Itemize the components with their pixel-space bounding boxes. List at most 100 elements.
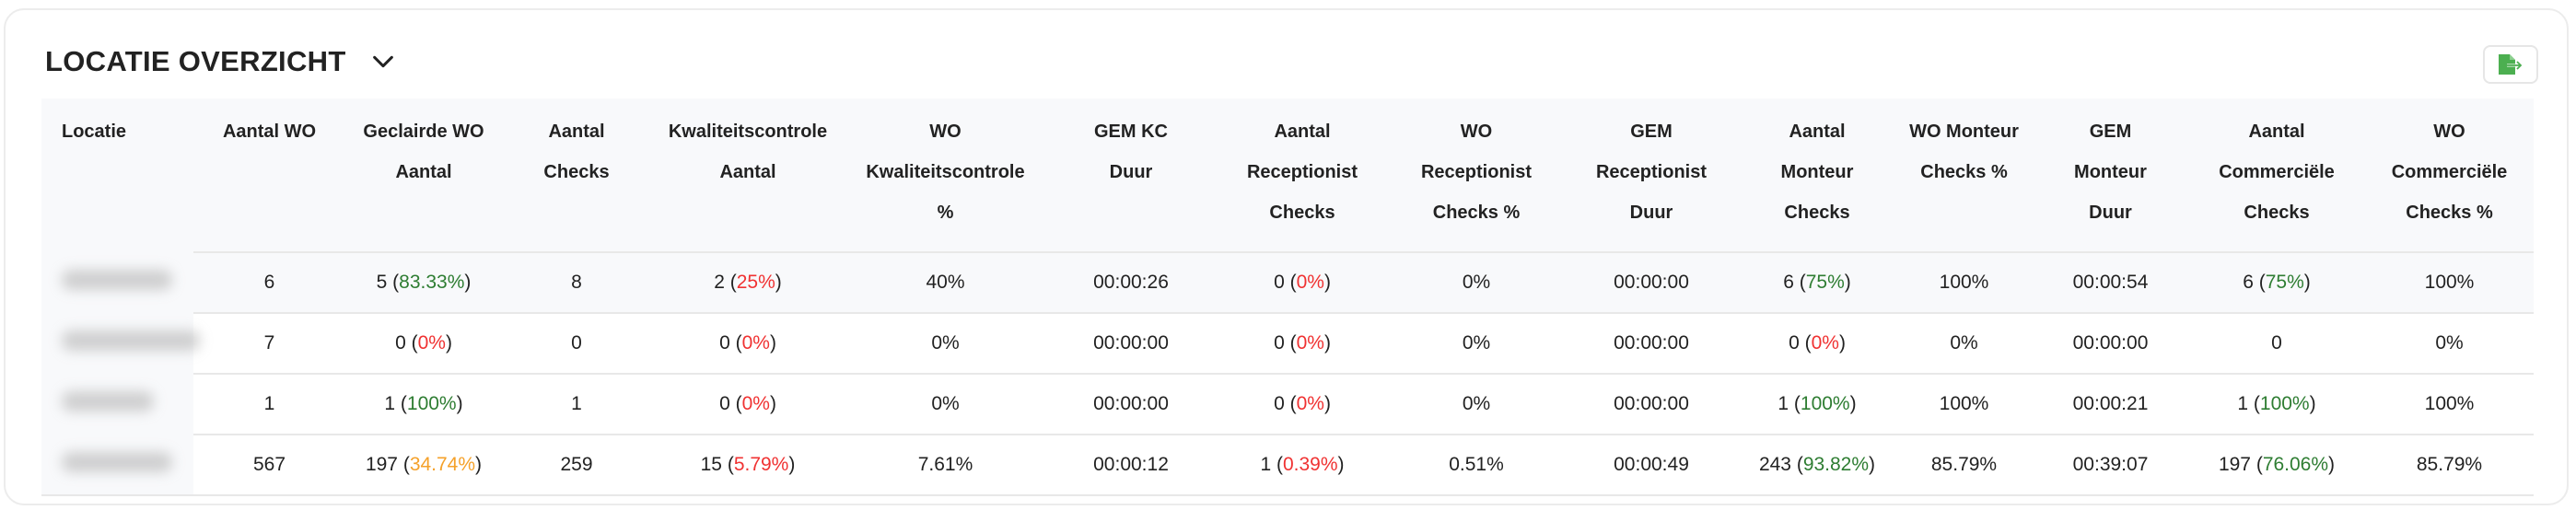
table-cell: 40% xyxy=(845,251,1046,313)
cell-percentage: 5.79% xyxy=(733,454,789,475)
column-header-line: Aantal xyxy=(548,122,605,142)
column-header-line: WO Monteur xyxy=(1909,122,2019,142)
column-header-line: WO xyxy=(1460,122,1493,142)
cell-value: 0 xyxy=(2271,332,2282,354)
column-header[interactable]: Aantal WO xyxy=(193,99,345,252)
chevron-down-icon[interactable] xyxy=(370,49,396,75)
cell-value: 0 xyxy=(395,332,406,354)
cell-value: 00:00:00 xyxy=(1614,272,1689,293)
cell-value: 100% xyxy=(2424,272,2475,293)
table-cell: 0 (0%) xyxy=(1216,251,1389,313)
table-cell: 0 (0%) xyxy=(651,373,845,435)
column-header[interactable]: WO Monteur Checks % xyxy=(1895,99,2033,252)
cell-value: 567 xyxy=(252,454,286,475)
column-header[interactable]: Aantal Receptionist Checks xyxy=(1216,99,1389,252)
export-button[interactable] xyxy=(2483,45,2538,84)
cell-value: 7 xyxy=(263,332,275,354)
cell-value: 00:00:00 xyxy=(1614,332,1689,354)
column-header[interactable]: Kwaliteitscontrole Aantal xyxy=(651,99,845,252)
cell-value: 0 xyxy=(1274,272,1285,293)
cell-value: 00:00:00 xyxy=(2072,332,2149,354)
column-header[interactable]: Aantal Checks xyxy=(502,99,651,252)
table-cell: 0 (0%) xyxy=(1216,373,1389,435)
cell-value: 85.79% xyxy=(1930,454,1998,475)
column-header-line: Duur xyxy=(1629,203,1673,223)
cell-value: 00:00:26 xyxy=(1093,272,1169,293)
cell-value: 00:00:54 xyxy=(2072,272,2149,293)
column-header[interactable]: GEM Monteur Duur xyxy=(2033,99,2188,252)
table-cell: 6 xyxy=(193,251,345,313)
column-header-line: Aantal xyxy=(395,162,452,182)
cell-value: 0% xyxy=(931,393,960,414)
location-cell xyxy=(41,374,193,435)
table-cell: 5 (83.33%) xyxy=(345,251,502,313)
column-header[interactable]: GEM KC Duur xyxy=(1046,99,1216,252)
cell-percentage: 0% xyxy=(1296,272,1324,293)
cell-percentage: 0% xyxy=(417,332,446,354)
cell-percentage: 75% xyxy=(2265,272,2304,293)
cell-value: 15 xyxy=(700,454,722,475)
column-header-line: Aantal xyxy=(719,162,776,182)
cell-value: 6 xyxy=(1783,272,1794,293)
column-header-line: Commerciële xyxy=(2391,162,2508,182)
location-cell xyxy=(41,313,200,374)
column-header-line: Commerciële xyxy=(2219,162,2335,182)
cell-value: 197 xyxy=(365,454,398,475)
cell-percentage: 0% xyxy=(1296,332,1324,354)
redacted-location-name xyxy=(62,270,172,290)
table-cell: 00:00:00 xyxy=(1564,251,1739,313)
table-cell: 0 xyxy=(2188,312,2365,374)
location-cell xyxy=(41,435,193,496)
table-cell: 8 xyxy=(502,251,651,313)
table-cell: 6 (75%) xyxy=(2188,251,2365,313)
cell-value: 1 xyxy=(2237,393,2249,414)
column-header-line: WO xyxy=(929,122,962,142)
table-cell: 0% xyxy=(1389,312,1564,374)
location-cell xyxy=(41,252,193,313)
column-header[interactable]: Locatie xyxy=(41,99,193,252)
table-cell: 00:00:26 xyxy=(1046,251,1216,313)
cell-value: 00:00:00 xyxy=(1093,393,1169,414)
table-cell: 1 (0.39%) xyxy=(1216,434,1389,496)
column-header[interactable]: Geclairde WO Aantal xyxy=(345,99,502,252)
cell-percentage: 0% xyxy=(741,393,770,414)
cell-value: 5 xyxy=(376,272,388,293)
table-cell: 0% xyxy=(845,312,1046,374)
cell-percentage: 100% xyxy=(1800,393,1850,414)
column-header[interactable]: GEM Receptionist Duur xyxy=(1564,99,1739,252)
column-header-line: Receptionist xyxy=(1420,162,1533,182)
column-header[interactable]: Aantal Commerciële Checks xyxy=(2188,99,2365,252)
column-header[interactable]: WO Kwaliteitscontrole% xyxy=(845,99,1046,252)
column-header-line: Checks xyxy=(2244,203,2310,223)
column-header-line: Receptionist xyxy=(1595,162,1708,182)
section-header[interactable]: LOCATIE OVERZICHT xyxy=(45,45,396,78)
cell-value: 0 xyxy=(1789,332,1800,354)
cell-percentage: 93.82% xyxy=(1802,454,1870,475)
table-cell: 1 (100%) xyxy=(345,373,502,435)
cell-value: 243 xyxy=(1758,454,1791,475)
cell-value: 0% xyxy=(1462,332,1491,354)
cell-value: 0 xyxy=(571,332,582,354)
cell-value: 0% xyxy=(1462,272,1491,293)
cell-value: 0 xyxy=(719,393,730,414)
cell-value: 1 xyxy=(1260,454,1272,475)
table-row[interactable]: 567 197 (34.74%) 259 15 (5.79%) 7.61% 00:00:1… xyxy=(41,434,2534,496)
table-cell: 7.61% xyxy=(845,434,1046,496)
table-cell: 00:00:00 xyxy=(1564,373,1739,435)
cell-value: 00:39:07 xyxy=(2072,454,2149,475)
column-header-line: Monteur xyxy=(2074,162,2147,182)
cell-value: 00:00:21 xyxy=(2072,393,2149,414)
table-cell: 2 (25%) xyxy=(651,251,845,313)
cell-value: 0 xyxy=(719,332,730,354)
cell-value: 0% xyxy=(931,332,960,354)
column-header[interactable]: WO Receptionist Checks % xyxy=(1389,99,1564,252)
column-header-line: GEM xyxy=(2089,122,2132,142)
cell-value: 100% xyxy=(1939,272,1989,293)
column-header[interactable]: Aantal Monteur Checks xyxy=(1739,99,1895,252)
column-header-line: Receptionist xyxy=(1246,162,1358,182)
cell-value: 0.51% xyxy=(1449,454,1504,475)
column-header[interactable]: WO Commerciële Checks % xyxy=(2365,99,2534,252)
